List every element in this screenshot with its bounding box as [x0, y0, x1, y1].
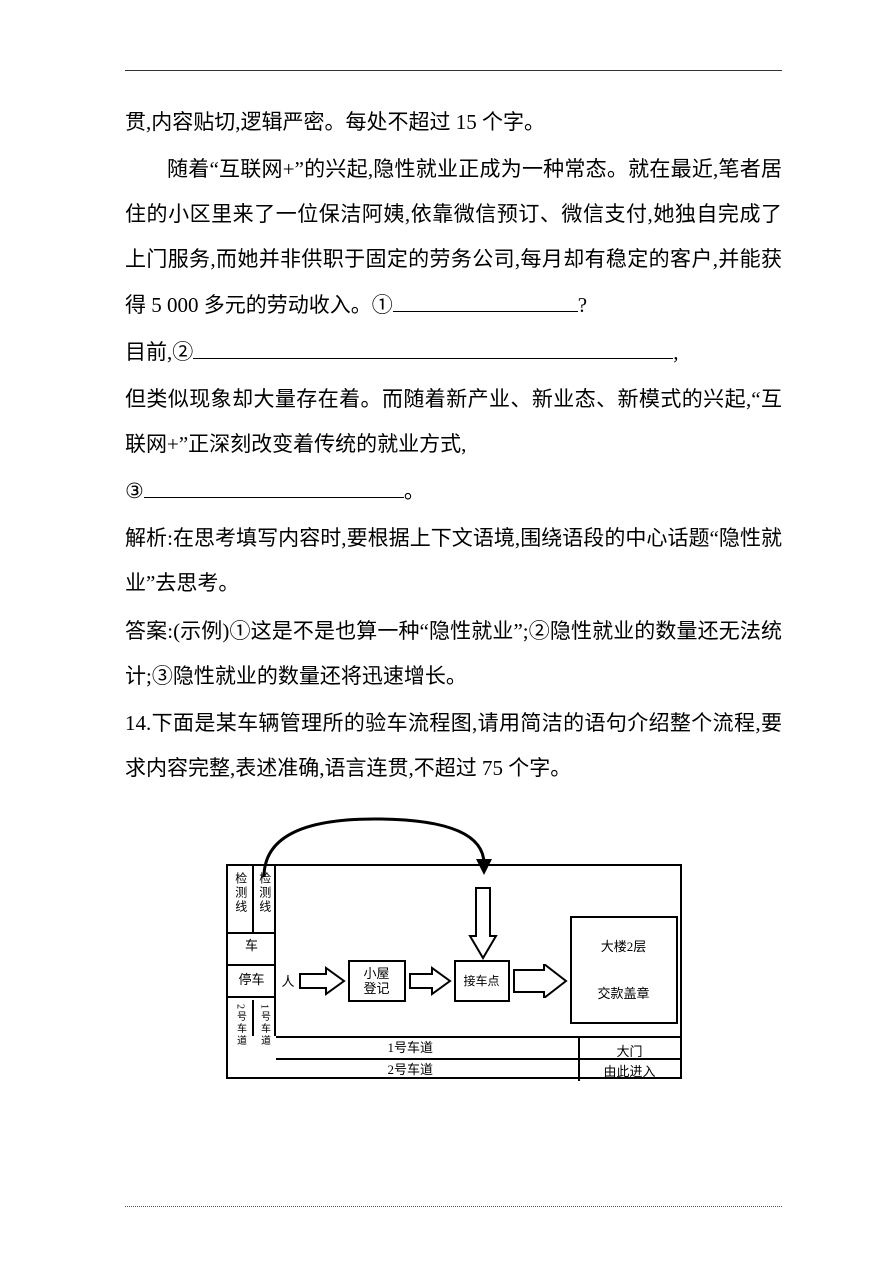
- flow-lane1-label: 1号车道: [388, 1040, 434, 1056]
- flow-lane2-label: 2号车道: [388, 1062, 434, 1078]
- answer-text: 答案:(示例)①这是不是也算一种“隐性就业”;②隐性就业的数量还无法统计;③隐性…: [125, 609, 782, 699]
- qmark: ?: [578, 293, 587, 317]
- flow-arrow-1: [298, 966, 346, 996]
- flow-person-label: 人: [282, 974, 295, 990]
- blank-3-label: ③: [125, 479, 144, 503]
- page-content: 贯,内容贴切,逻辑严密。每处不超过 15 个字。 随着“互联网+”的兴起,隐性就…: [0, 0, 892, 1149]
- bottom-rule: [125, 1206, 782, 1207]
- flow-left-car: 车: [228, 938, 276, 954]
- blank-1[interactable]: [393, 288, 578, 311]
- flow-left-split: [252, 866, 254, 932]
- flow-box-register: 小屋 登记: [348, 960, 406, 1002]
- intro-line: 贯,内容贴切,逻辑严密。每处不超过 15 个字。: [125, 100, 782, 145]
- comma: ,: [673, 340, 678, 364]
- blank-2[interactable]: [193, 336, 673, 359]
- blank-3-line: ③。: [125, 469, 782, 514]
- flow-left-park: 停车: [228, 972, 276, 988]
- flow-box-building: 大楼2层 交款盖章: [570, 916, 678, 1024]
- flow-outer-box: 检测线 检测线 车 停车 1号车道 2号车道 人 小屋 登记: [226, 864, 682, 1079]
- flow-left-column: 检测线 检测线 车 停车 1号车道 2号车道: [228, 866, 276, 1036]
- flow-left-jiance-b: 检测线: [255, 872, 275, 917]
- q14-stem: 14.下面是某车辆管理所的验车流程图,请用简洁的语句介绍整个流程,要求内容完整,…: [125, 701, 782, 791]
- analysis-text: 解析:在思考填写内容时,要根据上下文语境,围绕语段的中心话题“隐性就业”去思考。: [125, 516, 782, 606]
- period: 。: [404, 479, 425, 503]
- flow-box-pickup: 接车点: [454, 960, 510, 1002]
- flow-lane-top-border: [276, 1036, 580, 1038]
- flow-arrow-down: [468, 886, 498, 960]
- passage-line-muqian: 目前,②,: [125, 330, 782, 375]
- flow-arrow-3: [512, 964, 568, 998]
- flowchart: 检测线 检测线 车 停车 1号车道 2号车道 人 小屋 登记: [214, 809, 694, 1089]
- passage-main: 随着“互联网+”的兴起,隐性就业正成为一种常态。就在最近,笔者居住的小区里来了一…: [125, 147, 782, 328]
- flow-left-lane2v: 2号车道: [230, 1004, 250, 1050]
- blank-3[interactable]: [144, 475, 404, 498]
- top-rule: [125, 70, 782, 71]
- flow-arrow-2: [408, 966, 452, 996]
- flow-left-jiance-a: 检测线: [231, 872, 251, 917]
- passage-line-dan: 但类似现象却大量存在着。而随着新产业、新业态、新模式的兴起,“互联网+”正深刻改…: [125, 377, 782, 467]
- muqian-text: 目前,②: [125, 340, 193, 364]
- flow-gate: 大门 由此进入: [578, 1036, 680, 1081]
- flow-left-lane1v: 1号车道: [254, 1004, 274, 1050]
